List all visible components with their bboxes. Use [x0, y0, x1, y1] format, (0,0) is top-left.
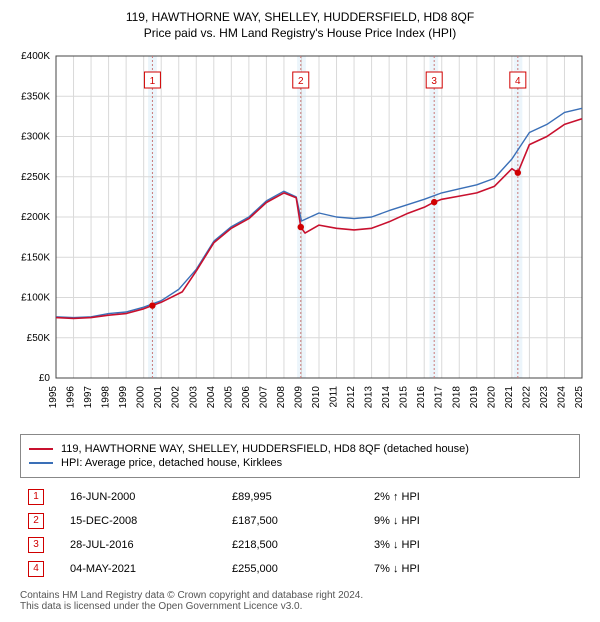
event-diff: 7% ↓ HPI — [368, 558, 578, 580]
svg-text:2005: 2005 — [223, 386, 234, 409]
table-row: 4 04-MAY-2021£255,0007% ↓ HPI — [22, 558, 578, 580]
svg-text:£350K: £350K — [21, 91, 50, 102]
svg-text:2: 2 — [298, 76, 304, 87]
svg-text:2001: 2001 — [153, 386, 164, 409]
legend-item-hpi: HPI: Average price, detached house, Kirk… — [29, 457, 571, 469]
svg-text:£0: £0 — [39, 373, 51, 384]
line-chart: £0 £50K £100K £150K £200K £250K £300K £350K £400… — [10, 48, 590, 428]
footnote-line2: This data is licensed under the Open Gov… — [20, 601, 590, 612]
svg-text:2011: 2011 — [329, 386, 340, 408]
events-table: 116-JUN-2000£89,9952% ↑ HPI215-DEC-2008£… — [20, 484, 580, 582]
svg-text:£150K: £150K — [21, 252, 50, 263]
event-date: 15-DEC-2008 — [64, 510, 224, 532]
svg-text:1997: 1997 — [83, 386, 94, 409]
event-diff: 3% ↓ HPI — [368, 534, 578, 556]
legend-swatch — [29, 462, 53, 464]
svg-text:£250K: £250K — [21, 172, 50, 183]
table-row: 3 28-JUL-2016£218,5003% ↓ HPI — [22, 534, 578, 556]
plot-area: £0 £50K £100K £150K £200K £250K £300K £350K £400… — [10, 48, 590, 428]
svg-text:2012: 2012 — [346, 386, 357, 409]
svg-text:£300K: £300K — [21, 132, 50, 143]
svg-text:2014: 2014 — [381, 386, 392, 409]
legend-item-property: 119, HAWTHORNE WAY, SHELLEY, HUDDERSFIEL… — [29, 443, 571, 455]
svg-text:2021: 2021 — [504, 386, 515, 409]
svg-text:2008: 2008 — [276, 386, 287, 409]
legend-label: HPI: Average price, detached house, Kirk… — [61, 457, 282, 469]
event-diff: 2% ↑ HPI — [368, 486, 578, 508]
svg-text:1996: 1996 — [66, 386, 77, 409]
svg-text:2006: 2006 — [241, 386, 252, 409]
svg-text:2013: 2013 — [364, 386, 375, 409]
event-marker: 4 — [28, 561, 44, 577]
event-price: £187,500 — [226, 510, 366, 532]
svg-text:3: 3 — [431, 76, 437, 87]
footnote-line1: Contains HM Land Registry data © Crown c… — [20, 590, 590, 601]
event-date: 04-MAY-2021 — [64, 558, 224, 580]
svg-text:2010: 2010 — [311, 386, 322, 409]
event-marker: 2 — [28, 513, 44, 529]
svg-text:1998: 1998 — [101, 386, 112, 409]
event-price: £255,000 — [226, 558, 366, 580]
svg-text:2016: 2016 — [416, 386, 427, 409]
svg-text:2019: 2019 — [469, 386, 480, 409]
svg-text:2023: 2023 — [539, 386, 550, 409]
svg-text:2015: 2015 — [399, 386, 410, 409]
legend: 119, HAWTHORNE WAY, SHELLEY, HUDDERSFIEL… — [20, 434, 580, 478]
table-row: 2 15-DEC-2008£187,5009% ↓ HPI — [22, 510, 578, 532]
svg-text:2000: 2000 — [136, 386, 147, 409]
event-diff: 9% ↓ HPI — [368, 510, 578, 532]
svg-text:£200K: £200K — [21, 212, 50, 223]
event-price: £89,995 — [226, 486, 366, 508]
chart-title: 119, HAWTHORNE WAY, SHELLEY, HUDDERSFIEL… — [10, 10, 590, 40]
svg-text:2024: 2024 — [556, 386, 567, 409]
svg-text:£400K: £400K — [21, 51, 50, 62]
svg-text:2022: 2022 — [521, 386, 532, 409]
svg-text:2017: 2017 — [434, 386, 445, 409]
event-marker: 1 — [28, 489, 44, 505]
svg-text:1995: 1995 — [48, 386, 59, 409]
svg-text:£100K: £100K — [21, 293, 50, 304]
event-date: 28-JUL-2016 — [64, 534, 224, 556]
svg-text:£50K: £50K — [27, 333, 51, 344]
table-row: 1 16-JUN-2000£89,9952% ↑ HPI — [22, 486, 578, 508]
event-price: £218,500 — [226, 534, 366, 556]
event-marker: 3 — [28, 537, 44, 553]
svg-text:2004: 2004 — [206, 386, 217, 409]
legend-label: 119, HAWTHORNE WAY, SHELLEY, HUDDERSFIEL… — [61, 443, 469, 455]
svg-text:2025: 2025 — [574, 386, 585, 409]
chart-container: 119, HAWTHORNE WAY, SHELLEY, HUDDERSFIEL… — [10, 10, 590, 612]
svg-text:2020: 2020 — [486, 386, 497, 409]
title-subtitle: Price paid vs. HM Land Registry's House … — [10, 26, 590, 40]
svg-text:1: 1 — [150, 76, 156, 87]
svg-text:1999: 1999 — [118, 386, 129, 409]
svg-text:2018: 2018 — [451, 386, 462, 409]
svg-text:2002: 2002 — [171, 386, 182, 409]
legend-swatch — [29, 448, 53, 450]
title-address: 119, HAWTHORNE WAY, SHELLEY, HUDDERSFIEL… — [10, 10, 590, 24]
svg-text:4: 4 — [515, 76, 521, 87]
svg-text:2007: 2007 — [258, 386, 269, 409]
footnote: Contains HM Land Registry data © Crown c… — [20, 590, 590, 612]
svg-text:2009: 2009 — [293, 386, 304, 409]
svg-text:2003: 2003 — [188, 386, 199, 409]
event-date: 16-JUN-2000 — [64, 486, 224, 508]
